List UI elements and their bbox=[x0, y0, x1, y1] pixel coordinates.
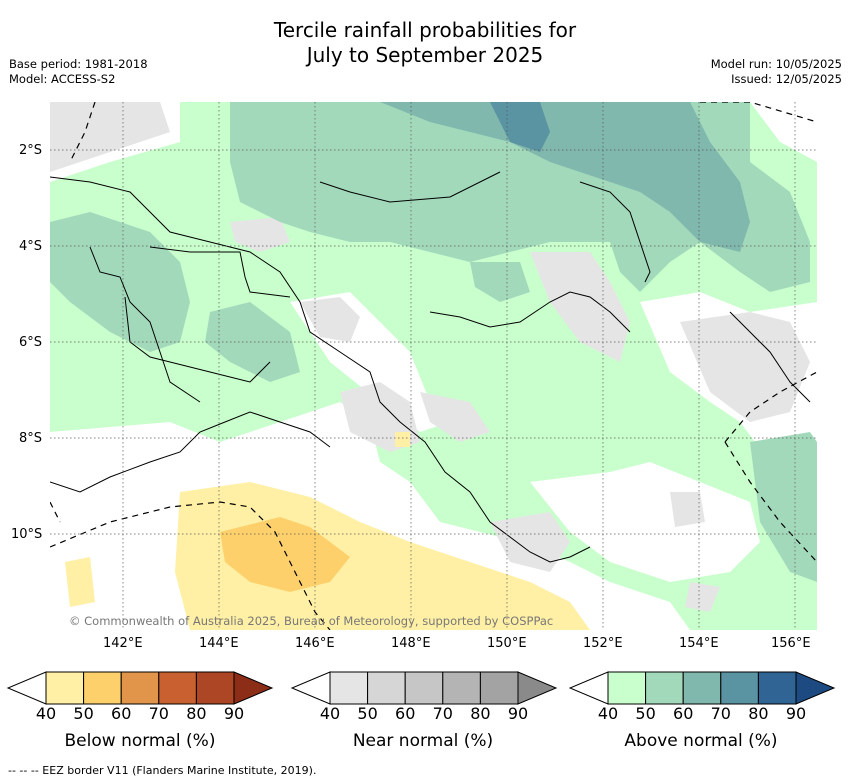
colorbar-min-extension bbox=[568, 671, 609, 705]
eez-borders bbox=[50, 102, 817, 630]
colorbar-max-extension bbox=[795, 671, 836, 705]
lon-label-156e: 156°E bbox=[771, 636, 811, 651]
issued-date: Issued: 12/05/2025 bbox=[731, 72, 842, 86]
colorbar-segment bbox=[645, 671, 684, 705]
lat-label-2s: 2°S bbox=[19, 143, 43, 158]
colorbar-tick-label: 50 bbox=[357, 704, 378, 723]
colorbar-tick-label: 50 bbox=[73, 704, 94, 723]
colorbar-segment bbox=[329, 671, 369, 705]
colorbar-min-extension bbox=[290, 671, 331, 705]
colorbar-tick-label: 80 bbox=[748, 704, 769, 723]
above-normal-70-region bbox=[490, 102, 550, 152]
graticule bbox=[50, 102, 817, 630]
colorbar-segment bbox=[442, 671, 481, 705]
colorbar-tick-label: 80 bbox=[470, 704, 491, 723]
colorbar-max-extension bbox=[233, 671, 274, 705]
colorbar-segment bbox=[120, 671, 160, 705]
colorbar-segment bbox=[607, 671, 647, 705]
model-name: Model: ACCESS-S2 bbox=[9, 72, 116, 86]
colorbar-tick-label: 40 bbox=[35, 704, 57, 723]
colorbar-tick-label: 70 bbox=[710, 704, 731, 723]
colorbar-segment bbox=[367, 671, 406, 705]
colorbar-segment bbox=[720, 671, 759, 705]
colorbar-segment bbox=[45, 671, 85, 705]
issue-info: Model run: 10/05/2025 Issued: 12/05/2025 bbox=[711, 57, 842, 87]
colorbar-segment bbox=[479, 671, 519, 705]
colorbar-segment bbox=[195, 671, 235, 705]
lon-label-144e: 144°E bbox=[199, 636, 239, 651]
below-normal-legend-title: Below normal (%) bbox=[64, 731, 216, 751]
below-normal-50-region bbox=[220, 517, 350, 592]
colorbar-max-extension bbox=[517, 671, 558, 705]
map-title: Tercile rainfall probabilities for July … bbox=[0, 18, 850, 68]
lon-label-152e: 152°E bbox=[583, 636, 623, 651]
colorbar-segment bbox=[158, 671, 197, 705]
base-period: Base period: 1981-2018 bbox=[9, 57, 148, 71]
copyright-notice: © Commonwealth of Australia 2025, Bureau… bbox=[69, 614, 553, 628]
lon-label-142e: 142°E bbox=[103, 636, 143, 651]
title-line-1: Tercile rainfall probabilities for bbox=[273, 18, 577, 42]
lat-label-8s: 8°S bbox=[19, 431, 43, 446]
near-normal-legend-title: Near normal (%) bbox=[352, 731, 494, 751]
colorbar-tick-label: 70 bbox=[148, 704, 169, 723]
lon-label-154e: 154°E bbox=[679, 636, 719, 651]
colorbar-segment bbox=[682, 671, 722, 705]
colorbar-tick-label: 50 bbox=[635, 704, 656, 723]
colorbar-tick-label: 60 bbox=[673, 704, 694, 723]
colorbar-tick-label: 80 bbox=[186, 704, 207, 723]
colorbar-tick-label: 90 bbox=[507, 704, 529, 723]
above-normal-legend-title: Above normal (%) bbox=[624, 731, 778, 751]
colorbar-segment bbox=[83, 671, 122, 705]
above-normal-colorbar bbox=[568, 671, 836, 705]
colorbar-tick-label: 40 bbox=[319, 704, 341, 723]
colorbar-tick-label: 90 bbox=[223, 704, 245, 723]
colorbar-segment bbox=[757, 671, 797, 705]
rainfall-probability-map: © Commonwealth of Australia 2025, Bureau… bbox=[50, 102, 817, 630]
lat-label-10s: 10°S bbox=[11, 527, 43, 542]
eez-border-note: -- -- -- EEZ border V11 (Flanders Marine… bbox=[8, 764, 317, 777]
colorbar-tick-label: 60 bbox=[111, 704, 132, 723]
colorbar-tick-label: 70 bbox=[432, 704, 453, 723]
above-normal-60-regions bbox=[380, 102, 750, 252]
lon-label-146e: 146°E bbox=[295, 636, 335, 651]
lat-label-4s: 4°S bbox=[19, 239, 43, 254]
model-run: Model run: 10/05/2025 bbox=[710, 57, 842, 71]
colorbar-min-extension bbox=[6, 671, 47, 705]
title-line-2: July to September 2025 bbox=[306, 43, 544, 67]
colorbar-segment bbox=[404, 671, 444, 705]
lon-label-148e: 148°E bbox=[391, 636, 431, 651]
colorbar-tick-label: 60 bbox=[395, 704, 416, 723]
colorbar-tick-label: 90 bbox=[785, 704, 807, 723]
colorbar-tick-label: 40 bbox=[597, 704, 619, 723]
near-normal-colorbar bbox=[290, 671, 558, 705]
model-info: Base period: 1981-2018 Model: ACCESS-S2 bbox=[9, 57, 148, 87]
below-normal-colorbar bbox=[6, 671, 274, 705]
lat-label-6s: 6°S bbox=[19, 335, 43, 350]
colorbars bbox=[6, 671, 836, 705]
lon-label-150e: 150°E bbox=[487, 636, 527, 651]
